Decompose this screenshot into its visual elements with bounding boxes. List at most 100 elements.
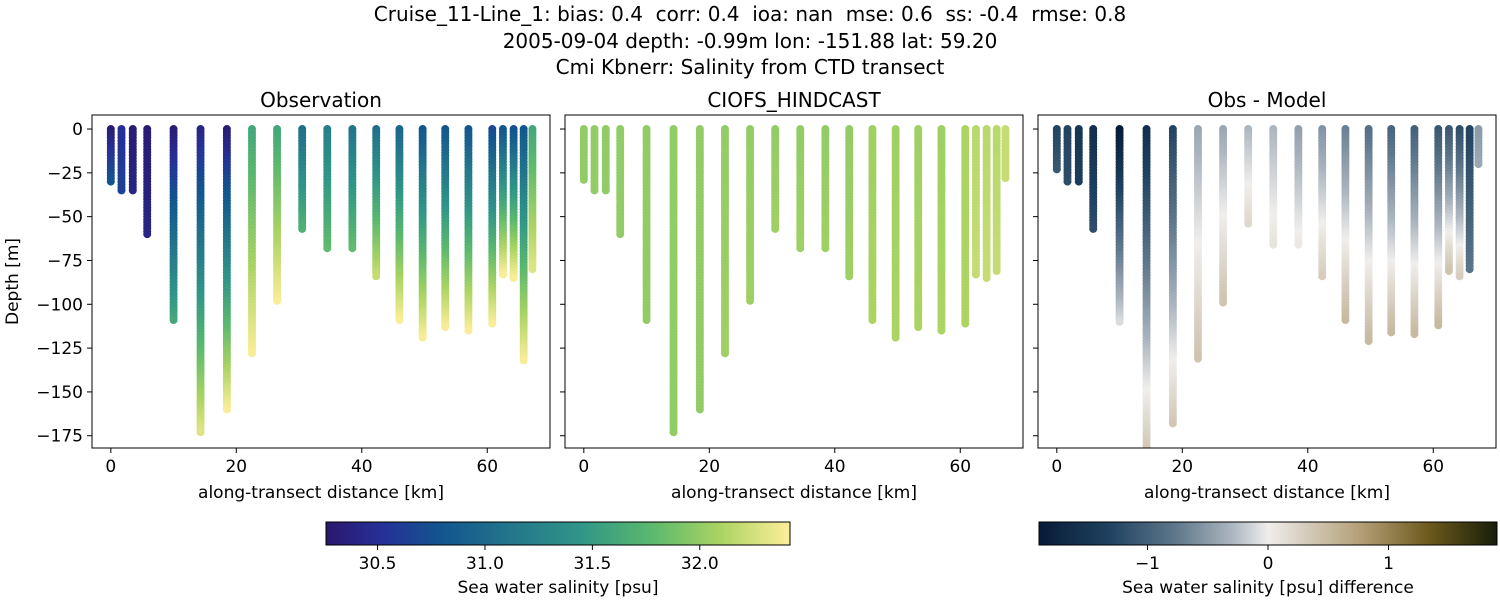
profile-3: [128, 125, 137, 195]
profile-8: [247, 125, 256, 358]
profile-3: [601, 125, 610, 195]
data-point: [1074, 177, 1083, 186]
data-point: [1269, 240, 1278, 249]
x-tick-label: 20: [698, 457, 720, 477]
data-point: [601, 186, 610, 195]
profile-5: [642, 125, 651, 325]
profile-21: [1465, 125, 1474, 274]
profile-12: [821, 125, 830, 253]
figure-title-line-1: Cruise_11-Line_1: bias: 0.4 corr: 0.4 io…: [373, 2, 1127, 26]
data-point: [498, 270, 507, 279]
profile-20: [1455, 125, 1464, 281]
data-point: [418, 333, 427, 342]
profile-19: [1444, 125, 1453, 275]
data-point: [1410, 330, 1419, 339]
data-point: [106, 177, 115, 186]
profile-12: [348, 125, 357, 253]
colorbar-label: Sea water salinity [psu] difference: [1122, 578, 1414, 598]
profile-1: [106, 125, 115, 186]
data-point: [1465, 265, 1474, 274]
profile-21: [519, 125, 528, 365]
x-tick-label: 20: [1171, 457, 1193, 477]
x-tick-label: 60: [476, 457, 498, 477]
profile-16: [1387, 125, 1396, 337]
data-point: [1434, 321, 1443, 330]
data-point: [982, 273, 991, 282]
plot-area: [106, 125, 537, 437]
data-point: [128, 186, 137, 195]
profile-14: [1341, 125, 1350, 325]
profile-2: [117, 125, 126, 195]
x-tick-label: 0: [578, 457, 589, 477]
profile-18: [1434, 125, 1443, 330]
data-point: [348, 244, 357, 253]
profile-15: [418, 125, 427, 342]
profile-4: [143, 125, 152, 239]
panel-title: Observation: [260, 88, 382, 112]
y-axis-label: Depth [m]: [3, 238, 23, 325]
x-tick-label: 40: [351, 457, 373, 477]
profile-6: [1142, 125, 1151, 448]
profile-8: [720, 125, 729, 358]
data-point: [1001, 174, 1010, 183]
data-point: [891, 333, 900, 342]
data-point: [1089, 224, 1098, 233]
data-point: [1318, 272, 1327, 281]
data-point: [1387, 328, 1396, 337]
data-point: [642, 316, 651, 325]
x-tick-label: 60: [1422, 457, 1444, 477]
x-tick-label: 40: [1297, 457, 1319, 477]
profile-9: [1219, 125, 1228, 307]
profile-15: [1364, 125, 1373, 346]
profile-20: [982, 125, 991, 282]
data-point: [746, 296, 755, 305]
data-point: [1474, 160, 1483, 169]
colorbar-bar: [1038, 521, 1498, 546]
x-axis-label: along-transect distance [km]: [1144, 483, 1390, 503]
profile-6: [196, 125, 205, 437]
colorbar-tick-label: 0: [1263, 554, 1274, 574]
x-axis-label: along-transect distance [km]: [671, 483, 917, 503]
profile-17: [464, 125, 473, 335]
data-point: [1294, 240, 1303, 249]
profile-2: [590, 125, 599, 195]
panel-2: 0 20 40 60 CIOFS_HINDCAST along-transect dist…: [560, 88, 1024, 503]
profile-2: [1063, 125, 1072, 186]
profile-7: [695, 125, 704, 414]
y-tick-label: 0: [72, 120, 83, 140]
data-point: [464, 326, 473, 335]
data-point: [961, 319, 970, 328]
profile-13: [372, 125, 381, 281]
colorbar-tick-label: 32.0: [681, 554, 719, 574]
data-point: [616, 230, 625, 239]
profile-4: [1089, 125, 1098, 233]
data-point: [845, 272, 854, 281]
data-point: [143, 230, 152, 239]
x-tick-label: 60: [949, 457, 971, 477]
data-point: [117, 186, 126, 195]
colorbar-tick-label: 30.5: [359, 554, 397, 574]
y-tick-label: −125: [36, 339, 83, 359]
profile-7: [1168, 125, 1177, 428]
data-point: [669, 428, 678, 437]
profile-9: [273, 125, 282, 305]
profile-18: [488, 125, 497, 328]
data-point: [509, 273, 518, 282]
profile-14: [395, 125, 404, 325]
colorbar-1: 30.5 31.0 31.5 32.0 Sea water salinity [psu]: [325, 521, 791, 598]
profile-5: [169, 125, 178, 325]
profile-15: [891, 125, 900, 342]
data-point: [771, 224, 780, 233]
data-point: [914, 323, 923, 332]
data-point: [937, 326, 946, 335]
profile-5: [1115, 125, 1124, 326]
data-point: [1364, 337, 1373, 346]
data-point: [1341, 316, 1350, 325]
colorbar-tick-label: 31.5: [573, 554, 611, 574]
panel-title: CIOFS_HINDCAST: [707, 88, 881, 112]
panel-3: 0 20 40 60 Obs - Model along-transect distanc…: [1033, 88, 1497, 503]
profile-1: [579, 125, 588, 184]
data-point: [1168, 419, 1177, 428]
profile-18: [961, 125, 970, 328]
